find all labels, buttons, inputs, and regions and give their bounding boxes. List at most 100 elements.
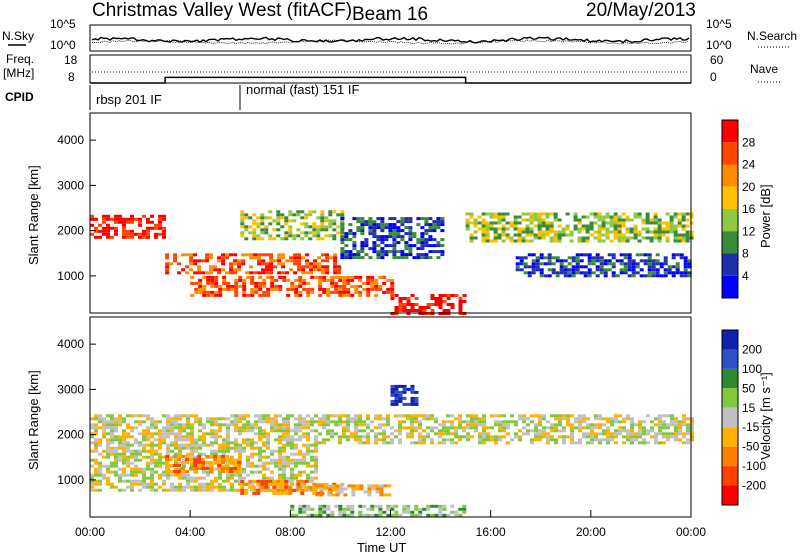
velocity-cell	[165, 464, 170, 467]
power-cell	[609, 221, 614, 225]
velocity-cell	[226, 449, 230, 453]
power-cell	[669, 215, 674, 219]
velocity-cell	[206, 417, 210, 421]
y-tick-label: 3000	[57, 178, 84, 192]
velocity-cell	[197, 458, 202, 461]
power-cell	[477, 215, 482, 219]
velocity-cell	[630, 432, 634, 436]
power-cell	[265, 262, 270, 266]
power-cell	[272, 228, 277, 232]
power-cell	[270, 284, 275, 288]
power-cell	[501, 215, 506, 219]
velocity-cell	[234, 423, 238, 427]
power-cell	[202, 275, 207, 279]
velocity-cell	[150, 443, 154, 447]
velocity-cell	[306, 420, 310, 424]
power-cell	[226, 287, 231, 291]
velocity-cell	[268, 482, 273, 486]
velocity-cell	[438, 507, 443, 511]
velocity-cell	[335, 490, 340, 494]
power-cell	[214, 284, 219, 288]
power-cell	[533, 233, 538, 237]
power-cell	[557, 224, 562, 228]
power-cell	[273, 259, 278, 263]
velocity-cell	[318, 510, 323, 514]
velocity-cell	[606, 438, 610, 442]
power-cell	[436, 226, 441, 230]
power-cell	[641, 218, 646, 222]
velocity-cell	[302, 510, 307, 514]
power-cell	[493, 212, 498, 216]
velocity-cell	[614, 414, 618, 418]
velocity-cell	[272, 488, 277, 492]
power-cell	[254, 290, 259, 294]
velocity-cell	[338, 513, 343, 517]
velocity-cell	[185, 461, 190, 464]
velocity-cell	[530, 441, 534, 445]
velocity-cell	[162, 414, 166, 418]
power-cell	[627, 274, 632, 278]
power-cell	[593, 230, 598, 234]
velocity-colorbar-swatch	[722, 349, 738, 369]
power-cell	[617, 233, 622, 237]
velocity-cell	[478, 423, 482, 427]
power-cell	[318, 275, 323, 279]
power-cell	[360, 229, 365, 233]
velocity-cell	[414, 441, 418, 445]
velocity-cell	[244, 488, 249, 492]
power-cell	[237, 265, 242, 269]
power-colorbar-tick: 8	[742, 247, 749, 261]
velocity-cell	[290, 429, 294, 433]
velocity-cell	[173, 470, 178, 473]
power-cell	[201, 259, 206, 263]
power-cell	[328, 225, 333, 229]
velocity-cell	[418, 513, 423, 517]
power-cell	[655, 262, 660, 266]
velocity-cell	[582, 426, 586, 430]
power-cell	[276, 210, 281, 214]
power-cell	[424, 241, 429, 245]
velocity-cell	[110, 452, 114, 456]
power-cell	[106, 214, 110, 218]
power-cell	[225, 253, 230, 257]
velocity-cell	[322, 510, 327, 514]
velocity-cell	[482, 441, 486, 445]
velocity-colorbar-tick: -200	[742, 479, 766, 493]
velocity-cell	[174, 443, 178, 447]
velocity-cell	[554, 414, 558, 418]
power-cell	[252, 222, 257, 226]
velocity-cell	[122, 470, 126, 474]
velocity-cell	[670, 435, 674, 439]
velocity-cell	[326, 423, 330, 427]
velocity-cell	[614, 417, 618, 421]
velocity-cell	[226, 426, 230, 430]
power-cell	[477, 221, 482, 225]
velocity-cell	[174, 485, 178, 489]
velocity-cell	[238, 476, 242, 480]
velocity-cell	[414, 504, 419, 508]
power-cell	[671, 265, 676, 269]
power-cell	[388, 223, 393, 227]
velocity-cell	[458, 438, 462, 442]
power-cell	[354, 284, 359, 288]
power-cell	[276, 234, 281, 238]
velocity-cell	[310, 449, 314, 453]
velocity-cell	[300, 479, 305, 483]
power-cell	[338, 278, 343, 282]
power-cell	[360, 232, 365, 236]
power-cell	[603, 259, 608, 263]
power-cell	[233, 253, 238, 257]
power-cell	[376, 244, 381, 248]
velocity-cell	[106, 479, 110, 483]
power-cell	[272, 219, 277, 223]
velocity-cell	[270, 470, 274, 474]
power-cell	[242, 281, 247, 285]
velocity-cell	[590, 423, 594, 427]
power-cell	[661, 221, 666, 225]
velocity-cell	[197, 461, 202, 464]
power-cell	[229, 262, 234, 266]
power-cell	[221, 253, 226, 257]
power-cell	[340, 210, 345, 214]
power-cell	[408, 232, 413, 236]
power-cell	[533, 224, 538, 228]
